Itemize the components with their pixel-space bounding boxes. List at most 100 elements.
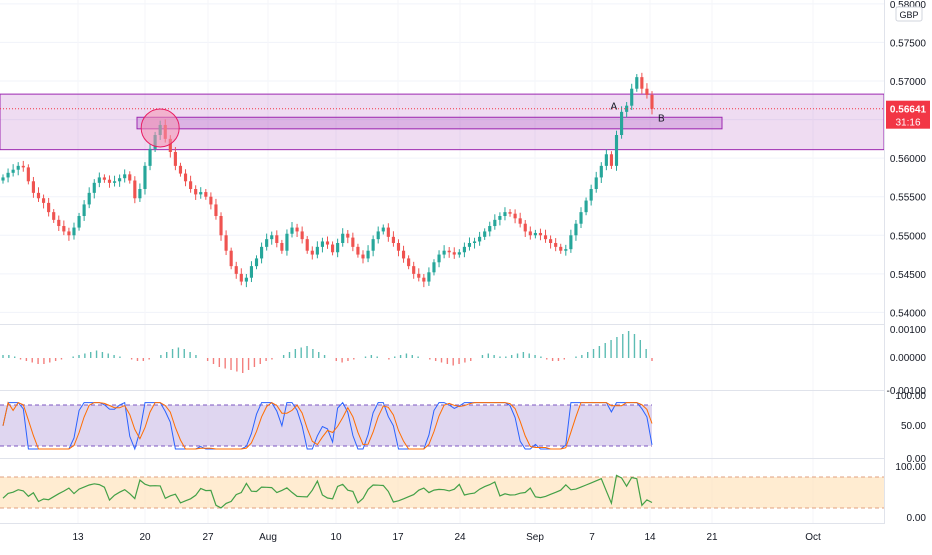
time-tick-label: 14	[644, 532, 656, 543]
price-tick-label: 0.58000	[890, 0, 927, 11]
candle-body	[549, 239, 553, 243]
candle-body	[209, 196, 213, 205]
macd-tick-top: 0.00100	[890, 325, 927, 336]
time-tick-label: Sep	[526, 532, 544, 543]
candle-body	[407, 258, 411, 267]
candle-body	[503, 212, 507, 216]
candle-body	[523, 223, 527, 232]
candle-body	[178, 165, 183, 174]
currency-badge[interactable]: GBP	[895, 6, 923, 22]
candle-body	[396, 243, 401, 251]
candle-body	[386, 227, 390, 237]
candle-body	[630, 88, 634, 106]
candle-body	[518, 218, 522, 224]
candle-body	[574, 223, 578, 236]
candle-body	[143, 165, 147, 189]
candle-body	[508, 212, 512, 214]
candle-body	[604, 154, 608, 166]
candle-body	[599, 165, 603, 178]
candle-body	[401, 250, 406, 259]
candle-body	[366, 250, 370, 259]
osc-tick-bottom: 0.00	[907, 513, 927, 524]
time-tick-label: Oct	[805, 532, 821, 543]
candle-body	[635, 77, 639, 89]
candle-body	[564, 249, 568, 251]
stoch-k-line	[2, 401, 653, 451]
candle-body	[645, 88, 649, 95]
candle-body	[650, 94, 654, 109]
candle-body	[533, 232, 537, 236]
candle-body	[249, 266, 254, 278]
candle-body	[260, 246, 264, 259]
candle-body	[285, 233, 289, 251]
time-tick-label: 21	[706, 532, 718, 543]
candle-body	[47, 202, 51, 213]
candle-body	[336, 243, 340, 253]
candle-body	[82, 204, 86, 216]
price-axis-labels: 0.580000.575000.570000.565000.560000.555…	[890, 0, 927, 319]
candle-body	[224, 235, 228, 251]
price-tick-label: 0.57500	[890, 38, 927, 49]
annotation-a: A	[611, 102, 618, 113]
candle-body	[422, 277, 426, 282]
candle-body	[219, 216, 223, 236]
candle-body	[123, 174, 127, 179]
time-tick-label: 20	[139, 532, 151, 543]
candle-body	[614, 135, 619, 166]
candle-body	[432, 262, 436, 273]
currency-label: GBP	[899, 10, 918, 20]
candle-body	[412, 266, 416, 274]
candle-body	[57, 219, 61, 227]
candle-body	[543, 235, 548, 240]
candle-body	[356, 246, 360, 255]
candle-body	[589, 189, 593, 201]
candle-body	[102, 177, 106, 180]
candle-body	[488, 226, 492, 232]
time-tick-label: 13	[72, 532, 84, 543]
time-axis[interactable]	[0, 524, 932, 550]
oscillator-line	[2, 474, 653, 509]
last-price-value: 0.56641	[890, 105, 927, 116]
candle-body	[538, 232, 543, 236]
candle-body	[214, 204, 218, 216]
highlight-circle[interactable]	[140, 108, 180, 148]
price-tick-label: 0.55000	[890, 231, 927, 242]
candle-body	[128, 174, 132, 181]
osc-band	[0, 477, 884, 508]
price-scale[interactable]	[884, 0, 932, 524]
stoch-tick-top: 100.00	[895, 391, 926, 402]
candle-body	[138, 189, 142, 199]
candle-body	[320, 241, 325, 247]
candle-body	[620, 111, 624, 135]
candle-body	[579, 212, 583, 224]
candle-body	[376, 231, 380, 240]
candle-body	[437, 254, 441, 263]
candle-body	[528, 231, 532, 236]
candle-body	[270, 235, 274, 240]
candle-body	[21, 165, 25, 168]
stoch-tick-bottom: 0.00	[907, 454, 927, 465]
last-price-tag: 0.56641 31:16	[886, 100, 930, 129]
candle-body	[295, 227, 299, 232]
candle-body	[513, 213, 517, 219]
candle-body	[325, 241, 330, 245]
candle-body	[41, 198, 46, 203]
candle-body	[300, 231, 304, 240]
candle-body	[6, 172, 10, 178]
macd-tick-zero: 0.00000	[890, 353, 927, 364]
candle-body	[229, 250, 233, 267]
support-resistance-zones[interactable]	[0, 93, 885, 151]
stoch-band	[0, 405, 652, 446]
candle-body	[72, 227, 76, 236]
candle-body	[26, 167, 30, 182]
candle-body	[381, 227, 385, 232]
inner-zone[interactable]	[136, 116, 723, 130]
candle-body	[31, 181, 35, 193]
price-tick-label: 0.56000	[890, 154, 927, 165]
candle-body	[498, 216, 502, 220]
time-axis-labels: 13 20 27 Aug 10 17 24 Sep 7 14 21 Oct	[72, 532, 821, 543]
candle-body	[569, 235, 573, 250]
candle-body	[97, 177, 101, 183]
price-tick-label: 0.55500	[890, 193, 927, 204]
